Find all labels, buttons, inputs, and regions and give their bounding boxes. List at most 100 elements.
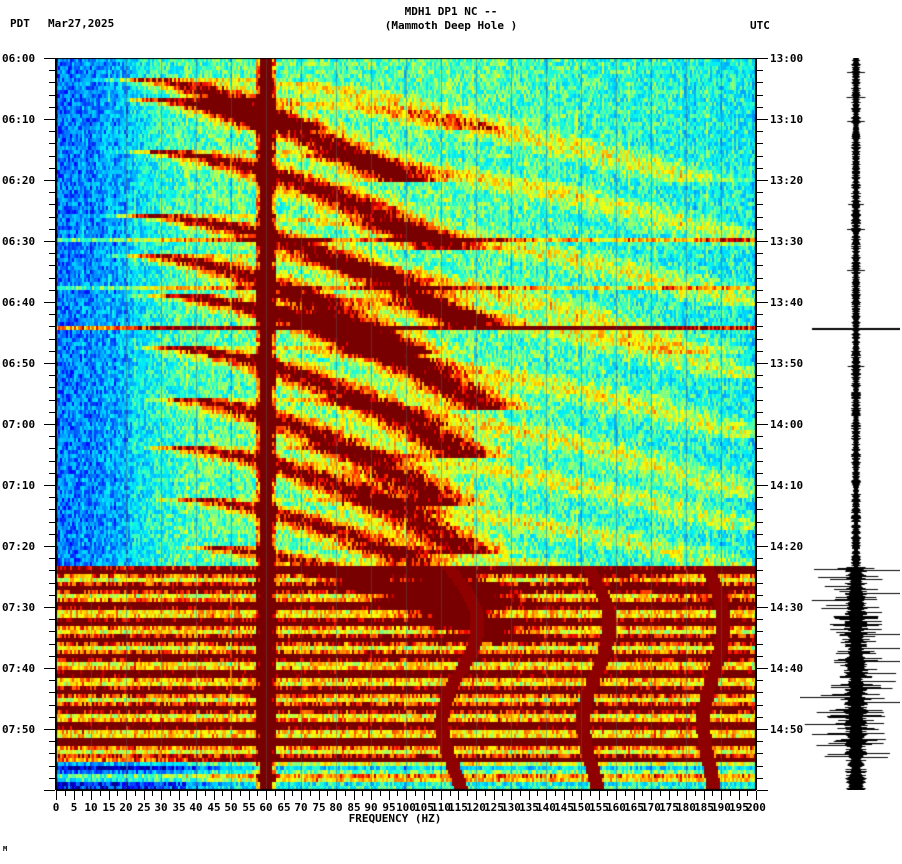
freq-label: 10 bbox=[84, 801, 98, 814]
time-tick-minor bbox=[757, 753, 763, 754]
freq-tick-major bbox=[494, 791, 495, 800]
spectrogram-canvas bbox=[56, 58, 756, 790]
time-tick-major bbox=[757, 546, 768, 547]
time-tick-minor bbox=[757, 278, 763, 279]
freq-label: 15 bbox=[102, 801, 116, 814]
time-tick-minor bbox=[49, 314, 55, 315]
freq-label: 165 bbox=[624, 801, 644, 814]
time-tick-minor bbox=[49, 753, 55, 754]
time-tick-minor bbox=[49, 351, 55, 352]
freq-tick-major bbox=[126, 791, 127, 800]
time-tick-minor bbox=[757, 217, 763, 218]
axis-spine bbox=[756, 58, 757, 790]
time-tick-minor bbox=[757, 387, 763, 388]
time-tick-major bbox=[44, 546, 55, 547]
freq-tick-major bbox=[441, 791, 442, 800]
freq-label: 180 bbox=[676, 801, 696, 814]
time-label: 13:50 bbox=[770, 357, 804, 370]
freq-tick-major bbox=[196, 791, 197, 800]
time-tick-minor bbox=[49, 692, 55, 693]
time-tick-minor bbox=[757, 461, 763, 462]
time-tick-minor bbox=[757, 375, 763, 376]
time-tick-major bbox=[44, 180, 55, 181]
freq-tick-minor bbox=[100, 791, 101, 796]
spectrogram-plot bbox=[56, 58, 756, 790]
time-tick-major bbox=[757, 607, 768, 608]
time-tick-minor bbox=[49, 70, 55, 71]
time-tick-minor bbox=[49, 570, 55, 571]
freq-tick-minor bbox=[152, 791, 153, 796]
time-tick-minor bbox=[757, 717, 763, 718]
time-tick-minor bbox=[757, 534, 763, 535]
freq-tick-major bbox=[179, 791, 180, 800]
freq-label: 195 bbox=[729, 801, 749, 814]
time-tick-minor bbox=[757, 156, 763, 157]
time-tick-minor bbox=[757, 314, 763, 315]
freq-label: 0 bbox=[52, 801, 60, 814]
time-tick-minor bbox=[49, 461, 55, 462]
freq-tick-major bbox=[56, 791, 57, 800]
freq-label: 185 bbox=[694, 801, 714, 814]
freq-label: 160 bbox=[606, 801, 626, 814]
time-tick-minor bbox=[757, 326, 763, 327]
freq-tick-major bbox=[458, 791, 459, 800]
time-tick-minor bbox=[757, 583, 763, 584]
time-tick-minor bbox=[49, 705, 55, 706]
freq-tick-minor bbox=[187, 791, 188, 796]
freq-label: 175 bbox=[659, 801, 679, 814]
time-tick-minor bbox=[49, 656, 55, 657]
time-tick-major bbox=[757, 729, 768, 730]
time-tick-minor bbox=[757, 82, 763, 83]
freq-tick-major bbox=[424, 791, 425, 800]
time-tick-minor bbox=[757, 265, 763, 266]
time-label: 06:50 bbox=[2, 357, 36, 370]
time-tick-minor bbox=[49, 400, 55, 401]
time-label: 14:00 bbox=[770, 418, 804, 431]
freq-tick-major bbox=[266, 791, 267, 800]
freq-label: 70 bbox=[294, 801, 308, 814]
time-label: 13:20 bbox=[770, 174, 804, 187]
freq-tick-minor bbox=[485, 791, 486, 796]
freq-tick-minor bbox=[170, 791, 171, 796]
time-tick-minor bbox=[757, 741, 763, 742]
time-tick-minor bbox=[49, 168, 55, 169]
freq-label: 140 bbox=[536, 801, 556, 814]
corner-mark: M bbox=[3, 845, 8, 853]
time-tick-major bbox=[44, 241, 55, 242]
freq-tick-major bbox=[511, 791, 512, 800]
time-label: 07:30 bbox=[2, 601, 36, 614]
freq-tick-major bbox=[739, 791, 740, 800]
time-tick-minor bbox=[49, 192, 55, 193]
time-tick-minor bbox=[49, 680, 55, 681]
time-tick-major bbox=[44, 729, 55, 730]
time-label: 13:00 bbox=[770, 52, 804, 65]
time-tick-minor bbox=[757, 619, 763, 620]
freq-tick-minor bbox=[607, 791, 608, 796]
freq-tick-minor bbox=[205, 791, 206, 796]
time-tick-minor bbox=[757, 229, 763, 230]
time-tick-minor bbox=[49, 717, 55, 718]
time-label: 06:00 bbox=[2, 52, 36, 65]
freq-tick-major bbox=[669, 791, 670, 800]
time-label: 13:40 bbox=[770, 296, 804, 309]
freq-tick-minor bbox=[730, 791, 731, 796]
freq-tick-minor bbox=[590, 791, 591, 796]
freq-label: 100 bbox=[396, 801, 416, 814]
time-tick-minor bbox=[757, 95, 763, 96]
time-tick-major bbox=[757, 424, 768, 425]
freq-tick-major bbox=[301, 791, 302, 800]
freq-tick-major bbox=[406, 791, 407, 800]
time-tick-minor bbox=[49, 156, 55, 157]
freq-tick-minor bbox=[257, 791, 258, 796]
freq-tick-minor bbox=[117, 791, 118, 796]
freq-label: 155 bbox=[589, 801, 609, 814]
time-tick-major bbox=[44, 485, 55, 486]
time-label: 06:40 bbox=[2, 296, 36, 309]
freq-tick-major bbox=[704, 791, 705, 800]
time-label: 06:10 bbox=[2, 113, 36, 126]
freq-tick-minor bbox=[345, 791, 346, 796]
time-tick-minor bbox=[757, 705, 763, 706]
time-tick-minor bbox=[757, 766, 763, 767]
header-timezone-left: PDT bbox=[10, 17, 30, 30]
freq-label: 45 bbox=[207, 801, 221, 814]
